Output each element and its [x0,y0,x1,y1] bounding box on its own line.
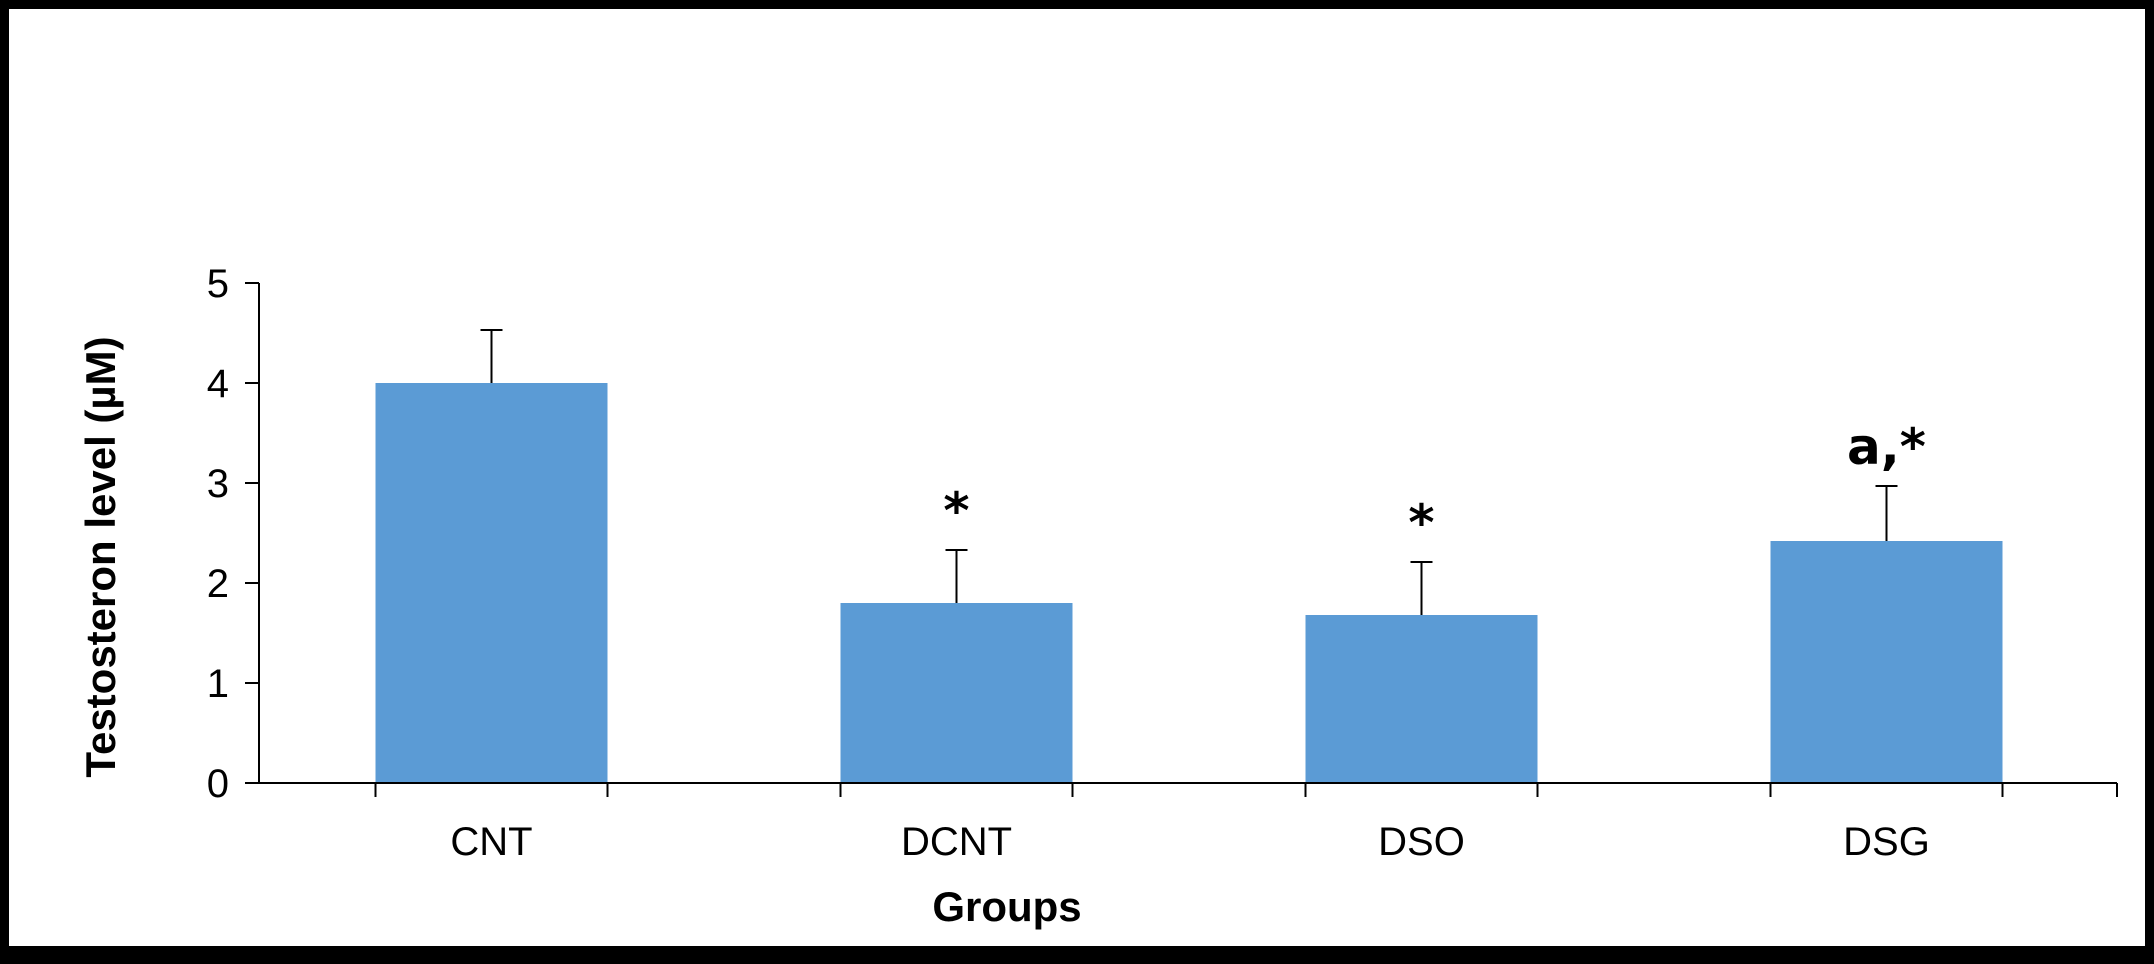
axes-group [258,283,2117,784]
y-ticks-group: 0 1 2 3 4 5 [207,262,259,806]
x-ticks-group [374,783,2118,797]
y-tick-label: 4 [207,362,229,406]
x-tick-label-dsg: DSG [1843,820,1930,864]
y-tick-label: 2 [207,562,229,606]
bar-dso [1305,615,1538,783]
x-tick-label-cnt: CNT [450,820,532,864]
y-tick-label: 1 [207,662,229,706]
x-tick-label-dso: DSO [1378,820,1465,864]
error-bars-group [480,329,1898,615]
x-axis-title: Groups [932,883,1081,930]
bar-chart: 0 1 2 3 4 5 CNT DCNT DSO DSG * * a,* Groups Testos… [77,262,2118,930]
bars-group [375,383,2003,783]
significance-labels-group: * * a,* [943,418,1926,552]
x-tick-label-dcnt: DCNT [901,820,1012,864]
y-tick-label: 3 [207,462,229,506]
x-tick-labels-group: CNT DCNT DSO DSG [450,820,1929,864]
significance-label-dcnt: * [943,482,969,540]
significance-label-dsg: a,* [1847,418,1926,476]
y-tick-label: 0 [207,762,229,806]
significance-label-dso: * [1408,494,1434,552]
y-tick-label: 5 [207,262,229,306]
bar-dsg [1770,541,2003,783]
bar-dcnt [840,603,1073,783]
bar-cnt [375,383,608,783]
y-axis-title: Testosteron level (µM) [77,336,124,777]
